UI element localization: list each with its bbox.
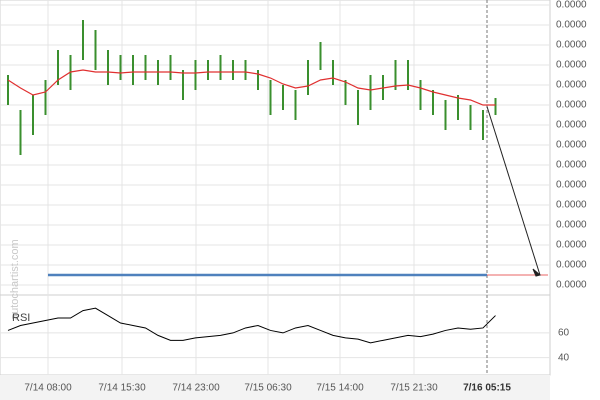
y-tick-label: 0.0000: [556, 240, 587, 251]
y-tick-label: 0.0000: [556, 180, 587, 191]
x-tick-label: 7/15 06:30: [244, 383, 292, 394]
moving-average: [7, 69, 496, 106]
arrow-head: [532, 268, 542, 277]
watermark: autochartist.com: [9, 239, 21, 320]
x-tick-label: 7/15 21:30: [390, 383, 438, 394]
y-tick-label: 0.0000: [556, 120, 587, 131]
y-tick-label: 60: [558, 328, 570, 339]
y-tick-label: 0.0000: [556, 100, 587, 111]
y-tick-label: 0.0000: [556, 80, 587, 91]
x-tick-label: 7/14 15:30: [98, 383, 146, 394]
y-tick-label: 0.0000: [556, 280, 587, 291]
plot-frame: [0, 0, 551, 376]
y-tick-label: 0.0000: [556, 0, 587, 11]
rsi-title: RSI: [12, 312, 30, 324]
x-tick-label: 7/15 14:00: [316, 383, 364, 394]
x-tick-label: 7/14 08:00: [24, 383, 72, 394]
y-tick-label: 0.0000: [556, 40, 587, 51]
y-tick-label: 0.0000: [556, 60, 587, 71]
y-tick-label: 40: [558, 352, 570, 363]
rsi-line: [7, 307, 496, 344]
y-tick-label: 0.0000: [556, 200, 587, 211]
y-tick-label: 0.0000: [556, 260, 587, 271]
x-axis-band: [0, 375, 550, 400]
y-tick-label: 0.0000: [556, 220, 587, 231]
y-tick-label: 0.0000: [556, 20, 587, 31]
x-tick-label: 7/14 23:00: [172, 383, 220, 394]
x-tick-label: 7/16 05:15: [463, 383, 511, 394]
forecast-arrow: [486, 106, 541, 276]
y-tick-label: 0.0000: [556, 160, 587, 171]
y-tick-label: 0.0000: [556, 140, 587, 151]
